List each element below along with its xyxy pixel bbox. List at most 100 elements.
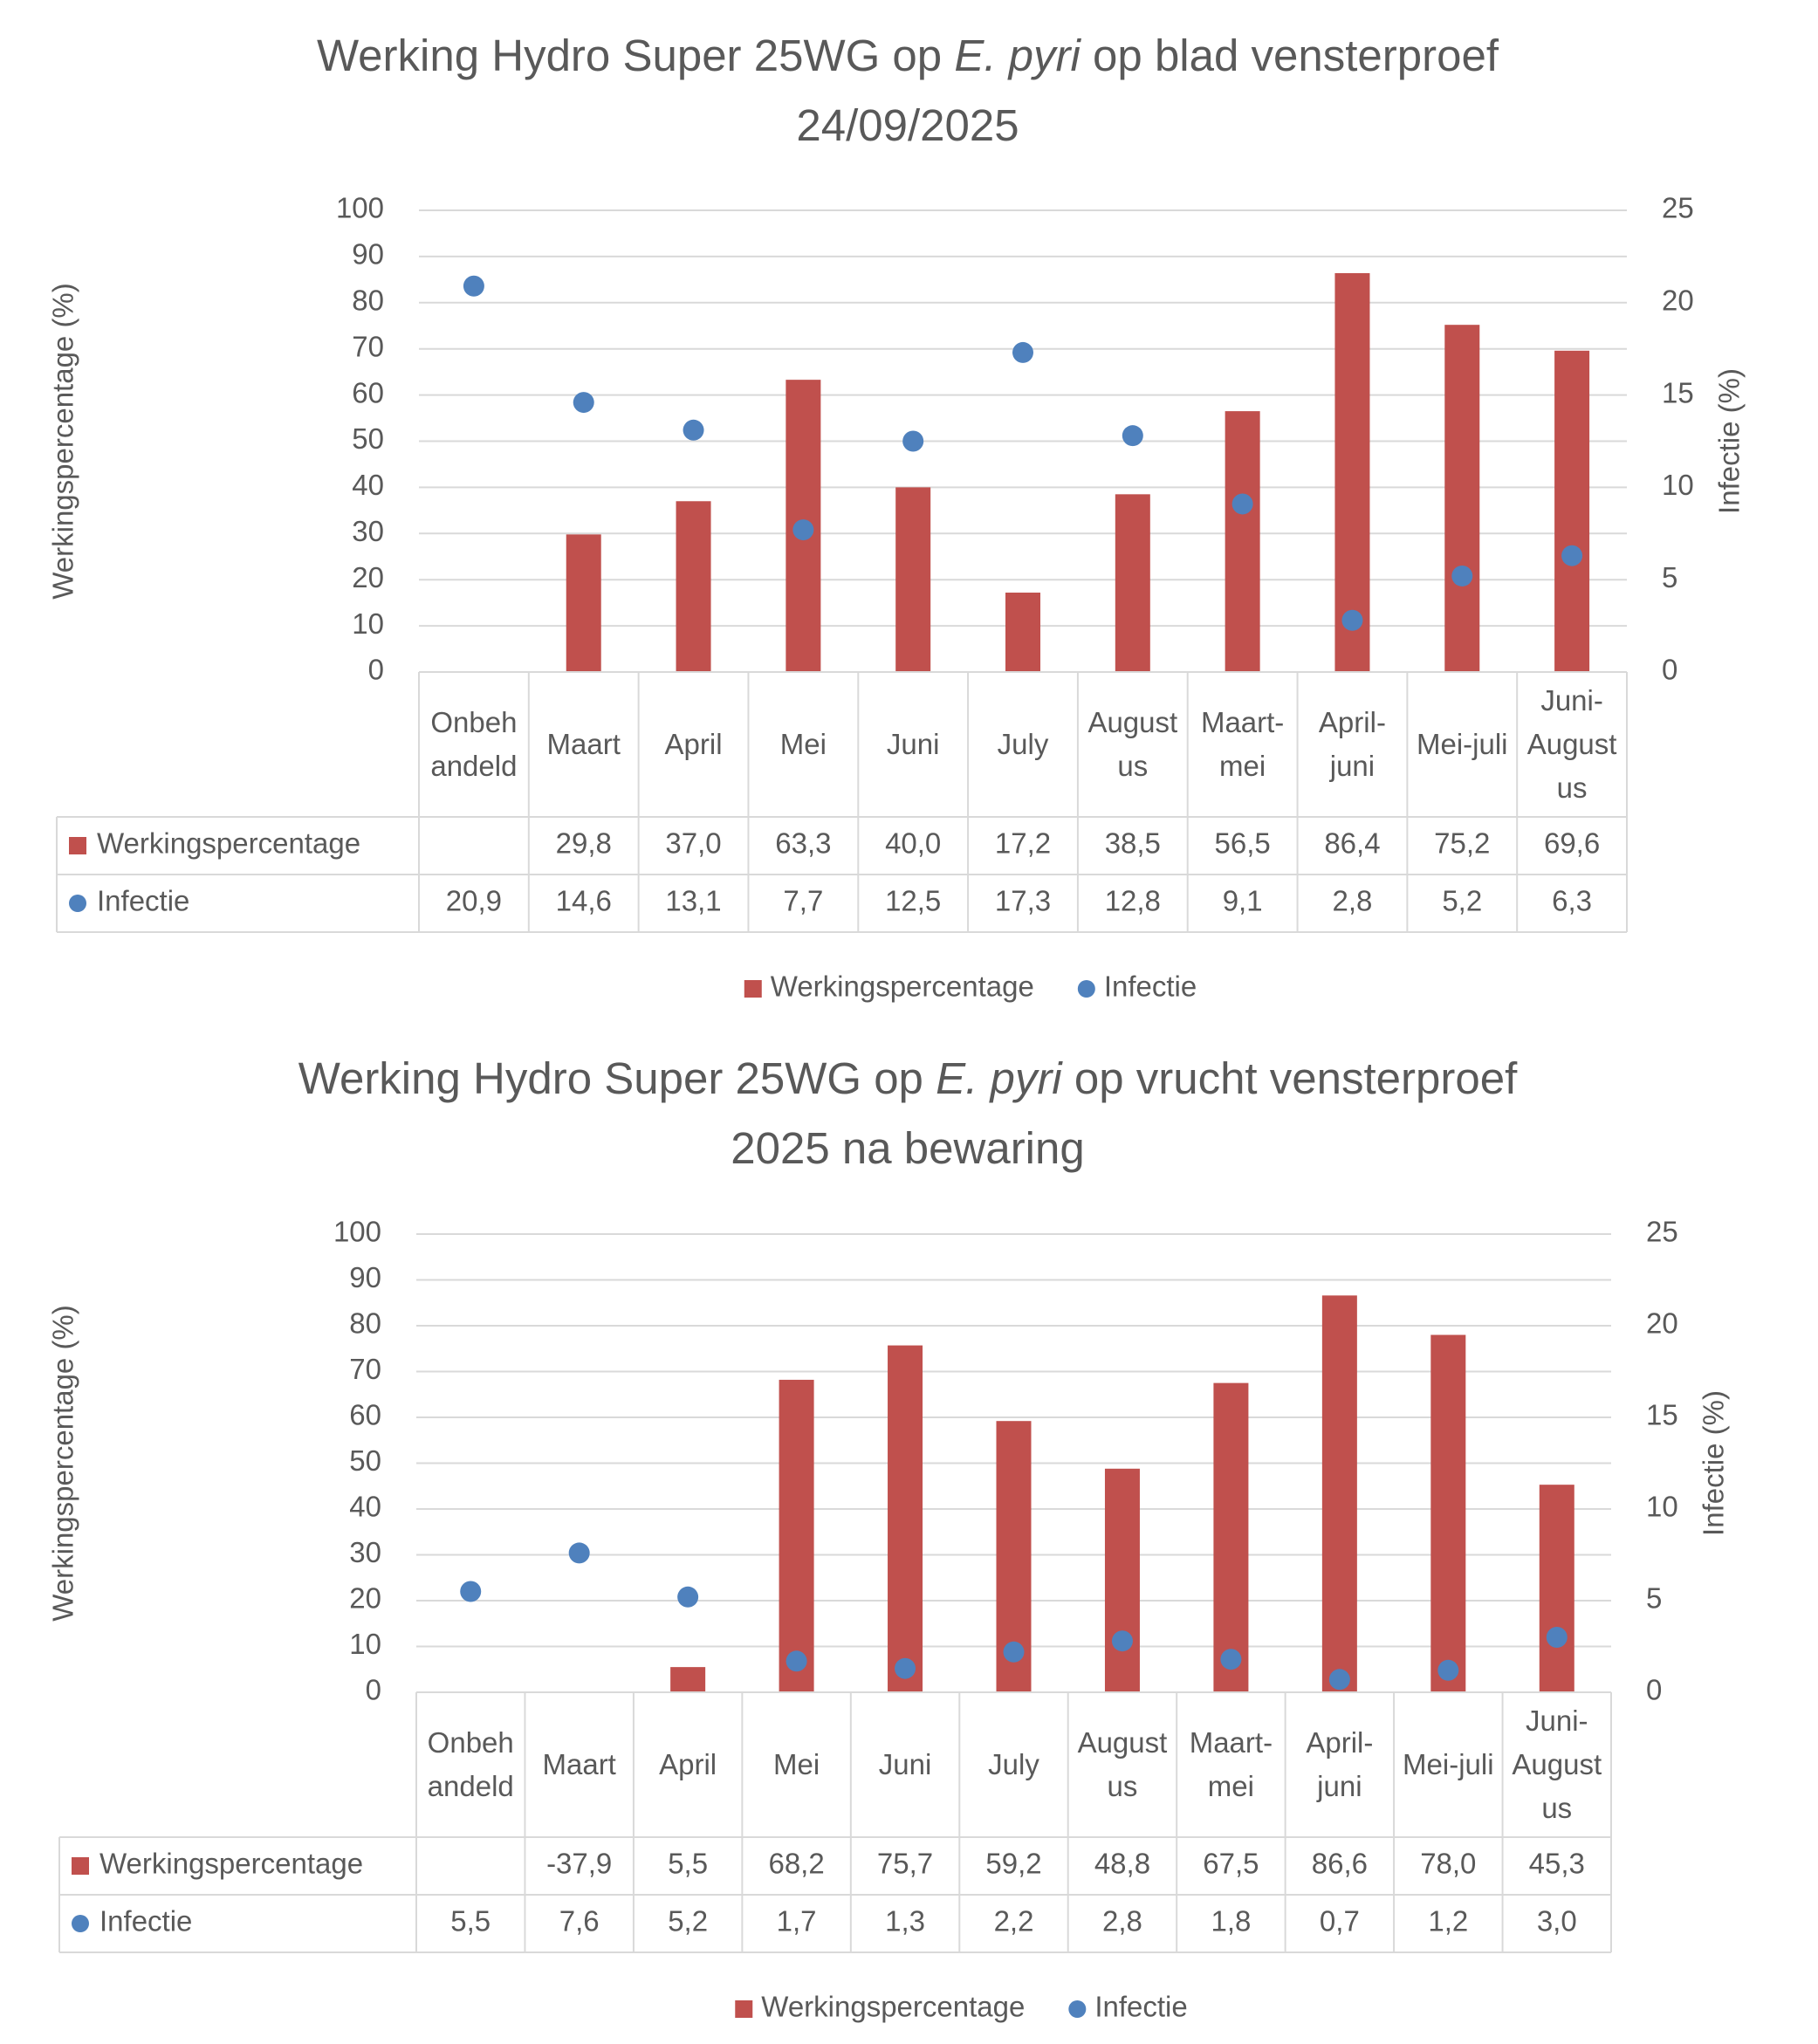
table-value: 0,7: [1320, 1905, 1360, 1938]
y2-tick-label: 0: [1646, 1674, 1662, 1706]
point: [460, 1581, 482, 1602]
bar: [1430, 1334, 1466, 1692]
table-value: 5,2: [1442, 885, 1482, 917]
point: [902, 430, 924, 452]
category-label: Juni-Augustus: [1512, 1704, 1602, 1824]
table-value: 1,8: [1211, 1905, 1251, 1938]
bar: [1321, 1295, 1357, 1692]
table-value: 17,3: [995, 885, 1051, 917]
title-run: 24/09/2025: [796, 100, 1019, 150]
table-value: 5,5: [668, 1848, 708, 1880]
legend-label: Infectie: [1104, 971, 1197, 1003]
y-tick-label: 80: [352, 285, 384, 317]
y-tick-label: 30: [352, 515, 384, 547]
legend-label: Werkingspercentage: [771, 971, 1034, 1003]
category-label: July: [997, 728, 1049, 760]
table-value: 2,2: [994, 1905, 1034, 1938]
table-value: 5,5: [450, 1905, 491, 1938]
point: [1231, 493, 1253, 515]
table-value: 2,8: [1102, 1905, 1142, 1938]
bar: [1334, 272, 1370, 672]
category-label: Augustus: [1077, 1726, 1168, 1802]
y-tick-label: 60: [349, 1399, 381, 1431]
y-tick-label: 20: [349, 1582, 381, 1615]
table-series-name: Werkingspercentage: [97, 827, 360, 860]
bar: [1444, 325, 1480, 672]
legend-key: [69, 837, 86, 854]
bar: [1225, 411, 1260, 672]
title-run: E. pyri: [936, 1053, 1063, 1103]
bar: [779, 1379, 814, 1692]
table-value: 6,3: [1552, 885, 1592, 917]
point: [1122, 425, 1143, 447]
y-tick-label: 80: [349, 1307, 381, 1340]
y2-tick-label: 0: [1662, 654, 1677, 686]
y2-tick-label: 10: [1646, 1491, 1678, 1523]
bar: [895, 487, 931, 672]
bar: [1115, 494, 1150, 672]
title-run: Werking Hydro Super 25WG op: [298, 1053, 936, 1103]
table-value: 78,0: [1420, 1848, 1476, 1880]
category-label: Juni: [886, 728, 940, 760]
table-value: 56,5: [1215, 827, 1271, 860]
point: [568, 1542, 590, 1564]
title-run: 2025 na bewaring: [731, 1123, 1085, 1173]
y-tick-label: 20: [352, 561, 384, 593]
title-run: Werking Hydro Super 25WG op: [317, 31, 954, 80]
category-label: Maart-mei: [1189, 1726, 1273, 1802]
chart-title: Werking Hydro Super 25WG op E. pyri op b…: [317, 31, 1499, 80]
table-value: 67,5: [1203, 1848, 1259, 1880]
table-value: 48,8: [1094, 1848, 1150, 1880]
table-value: 75,7: [877, 1848, 933, 1880]
chart-title: Werking Hydro Super 25WG op E. pyri op v…: [298, 1053, 1518, 1103]
table-value: 69,6: [1544, 827, 1600, 860]
table-value: 1,2: [1428, 1905, 1468, 1938]
table-value: 29,8: [556, 827, 612, 860]
point: [895, 1657, 916, 1679]
legend-key: [69, 895, 86, 912]
table-value: 5,2: [668, 1905, 708, 1938]
legend-key: [744, 980, 762, 998]
point: [1561, 545, 1583, 566]
category-label: Mei: [772, 1748, 820, 1780]
table-value: -37,9: [546, 1848, 612, 1880]
title-run: op vrucht vensterproef: [1062, 1053, 1518, 1103]
table-value: 1,7: [777, 1905, 817, 1938]
category-label: April: [664, 728, 723, 760]
legend-key: [1077, 980, 1095, 998]
legend-label: Infectie: [1094, 1991, 1187, 2023]
point: [683, 419, 704, 441]
y-tick-label: 50: [352, 422, 384, 455]
point: [1451, 565, 1473, 586]
category-label: Maart: [546, 728, 621, 760]
table-value: 75,2: [1434, 827, 1490, 860]
category-label: April: [659, 1748, 717, 1780]
legend-key: [72, 1915, 89, 1932]
y-tick-label: 10: [349, 1628, 381, 1660]
category-label: Onbehandeld: [430, 706, 518, 782]
legend-key: [735, 2000, 753, 2018]
table-series-name: Infectie: [97, 885, 189, 917]
y2-tick-label: 10: [1662, 469, 1694, 501]
category-label: April-juni: [1306, 1726, 1374, 1802]
y-tick-label: 70: [352, 330, 384, 362]
bar: [1005, 593, 1040, 672]
y-tick-label: 40: [349, 1491, 381, 1523]
table-value: 7,6: [559, 1905, 600, 1938]
y2-axis-title: Infectie (%): [1713, 368, 1746, 514]
y2-tick-label: 5: [1646, 1582, 1662, 1615]
point: [792, 519, 814, 541]
legend-label: Werkingspercentage: [761, 1991, 1025, 2023]
category-label: Juni: [878, 1748, 932, 1780]
table-value: 7,7: [783, 885, 823, 917]
table-value: 40,0: [885, 827, 941, 860]
category-label: Augustus: [1087, 706, 1178, 782]
point: [677, 1586, 699, 1608]
y-tick-label: 60: [352, 376, 384, 408]
y-tick-label: 100: [333, 1216, 381, 1248]
category-label: July: [988, 1748, 1039, 1780]
category-label: Maart: [542, 1748, 616, 1780]
table-value: 86,4: [1324, 827, 1380, 860]
point: [1341, 609, 1363, 631]
